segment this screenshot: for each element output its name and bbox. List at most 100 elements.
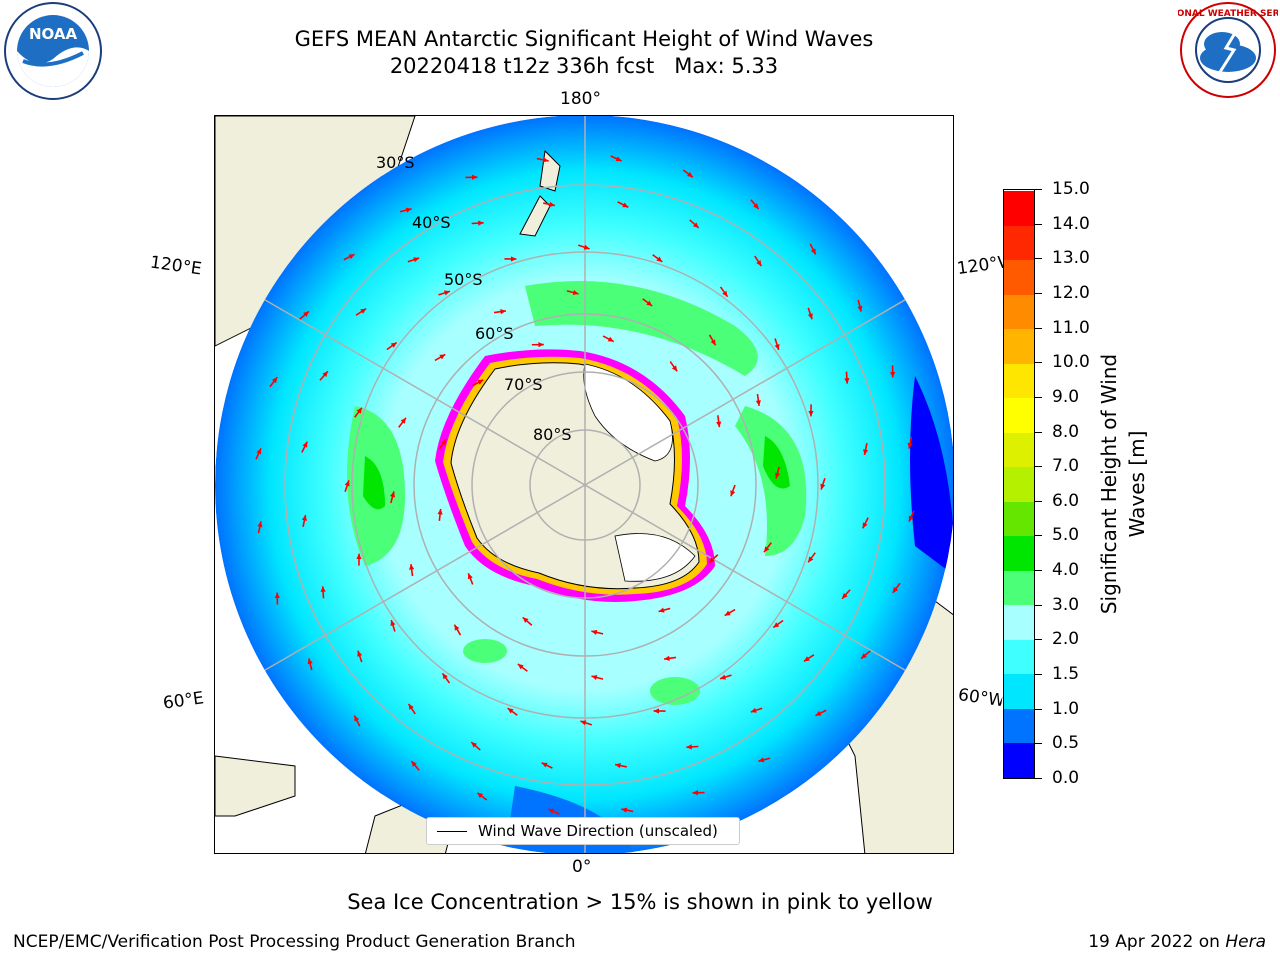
colorbar-tick (1035, 674, 1042, 676)
colorbar-label: Significant Height of Wind Waves [m] (1097, 353, 1149, 615)
wave-arrow-head (892, 586, 899, 593)
colorbar-segment (1004, 708, 1034, 744)
wave-arrow-head (808, 410, 814, 417)
wave-arrow-head (862, 522, 868, 529)
legend-label: Wind Wave Direction (unscaled) (478, 822, 718, 840)
wave-direction-arrows (255, 155, 915, 815)
wave-arrow-head (656, 256, 663, 262)
lon-label-120e: 120°E (148, 252, 203, 280)
wave-arrow-head (302, 441, 308, 448)
colorbar-tick-label: 0.5 (1052, 733, 1080, 754)
wave-arrow-head (755, 400, 761, 406)
colorbar-tick-label: 10.0 (1052, 352, 1090, 373)
colorbar-tick (1035, 535, 1042, 537)
map-legend: Wind Wave Direction (unscaled) (426, 817, 740, 845)
colorbar-segment (1004, 673, 1034, 709)
wave-arrow-head (890, 371, 896, 378)
wave-arrow-head (815, 710, 822, 716)
wave-arrow-head (408, 703, 414, 710)
colorbar-segment (1004, 604, 1034, 640)
colorbar-tick (1035, 223, 1042, 225)
footer-date: 19 Apr 2022 on Hera (1088, 932, 1266, 952)
colorbar-segment (1004, 535, 1034, 571)
colorbar-tick-label: 7.0 (1052, 456, 1080, 477)
colorbar-tick-label: 6.0 (1052, 490, 1080, 511)
wave-arrow-head (615, 156, 622, 162)
footer-credit: NCEP/EMC/Verification Post Processing Pr… (13, 932, 576, 952)
wave-band-4m (363, 456, 385, 510)
colorbar-segment (1004, 570, 1034, 606)
wave-arrow-head (730, 490, 736, 497)
wave-arrow-head (301, 515, 307, 521)
wave-arrow-head (354, 715, 360, 722)
wave-arrow-head (607, 336, 614, 342)
wave-arrow-head (808, 556, 814, 563)
wave-arrow-head (549, 201, 555, 207)
chart-subtitle-line: 20220418 t12z 336h fcst Max: 5.33 (389, 54, 779, 78)
wave-band-3m (525, 281, 758, 376)
colorbar-segment (1004, 294, 1034, 330)
colorbar-segment (1004, 363, 1034, 399)
colorbar-tick-label: 4.0 (1052, 560, 1080, 581)
colorbar-tick (1035, 327, 1042, 329)
colorbar-tick-label: 11.0 (1052, 317, 1090, 338)
colorbar-tick (1035, 189, 1042, 190)
wave-arrow-head (764, 546, 770, 553)
map-panel (214, 115, 954, 854)
colorbar-tick-label: 15.0 (1052, 179, 1090, 199)
colorbar-tick (1035, 431, 1042, 433)
wave-arrow-head (664, 655, 670, 661)
wave-arrow-head (842, 592, 848, 599)
ross-ice-shelf (583, 363, 673, 462)
wave-arrow-head (720, 674, 727, 680)
wave-arrow-head (522, 617, 529, 623)
colorbar-tick-label: 12.0 (1052, 282, 1090, 303)
colorbar-tick-label: 0.0 (1052, 768, 1080, 788)
wave-arrow-head (692, 222, 699, 228)
wave-arrow-head (807, 313, 813, 320)
wave-arrow-head (686, 171, 693, 178)
wave-arrow-head (500, 309, 506, 315)
lat-label-70s: 70°S (504, 375, 543, 394)
colorbar-tick (1035, 743, 1042, 745)
wave-arrow-head (274, 592, 280, 599)
wave-arrow-head (710, 339, 716, 346)
wave-arrow-head (541, 762, 548, 768)
wave-patch (463, 639, 507, 663)
wave-arrow-head (400, 417, 406, 424)
colorbar-tick-label: 14.0 (1052, 213, 1090, 234)
lat-label-40s: 40°S (412, 213, 451, 232)
colorbar-segment (1004, 432, 1034, 468)
colorbar-segment (1004, 328, 1034, 364)
noaa-logo: NOAA (3, 1, 103, 101)
colorbar-tick-label: 1.5 (1052, 664, 1080, 685)
wave-arrow-head (542, 157, 549, 163)
wave-arrow-head (477, 792, 484, 799)
wave-arrow-head (820, 483, 826, 490)
wave-arrow-head (907, 442, 913, 449)
lat-label-50s: 50°S (444, 270, 483, 289)
wave-arrow-head (471, 174, 478, 180)
colorbar-tick (1035, 500, 1042, 502)
colorbar-tick-label: 13.0 (1052, 248, 1090, 269)
wave-arrow-head (356, 407, 362, 414)
wave-arrow-head (580, 720, 587, 726)
wave-arrow-head (908, 515, 914, 522)
wave-arrow-head (653, 708, 660, 714)
wave-arrow-head (686, 744, 692, 750)
wave-arrow-head (405, 207, 412, 213)
wave-arrow-head (756, 260, 762, 267)
lon-label-60e: 60°E (161, 688, 206, 714)
wave-arrow-head (467, 573, 473, 580)
wave-arrow-head (471, 742, 478, 748)
wave-arrow-head (517, 664, 524, 670)
wave-arrow-head (774, 472, 781, 479)
wave-arrow-head (774, 343, 780, 350)
wave-arrow-head (257, 521, 263, 528)
wave-arrow-head (348, 254, 355, 260)
svg-text:NOAA: NOAA (29, 25, 78, 43)
colorbar-tick (1035, 466, 1042, 468)
wave-arrow-head (322, 371, 328, 378)
wave-arrow-head (658, 607, 665, 613)
wave-arrow-head (440, 439, 447, 446)
